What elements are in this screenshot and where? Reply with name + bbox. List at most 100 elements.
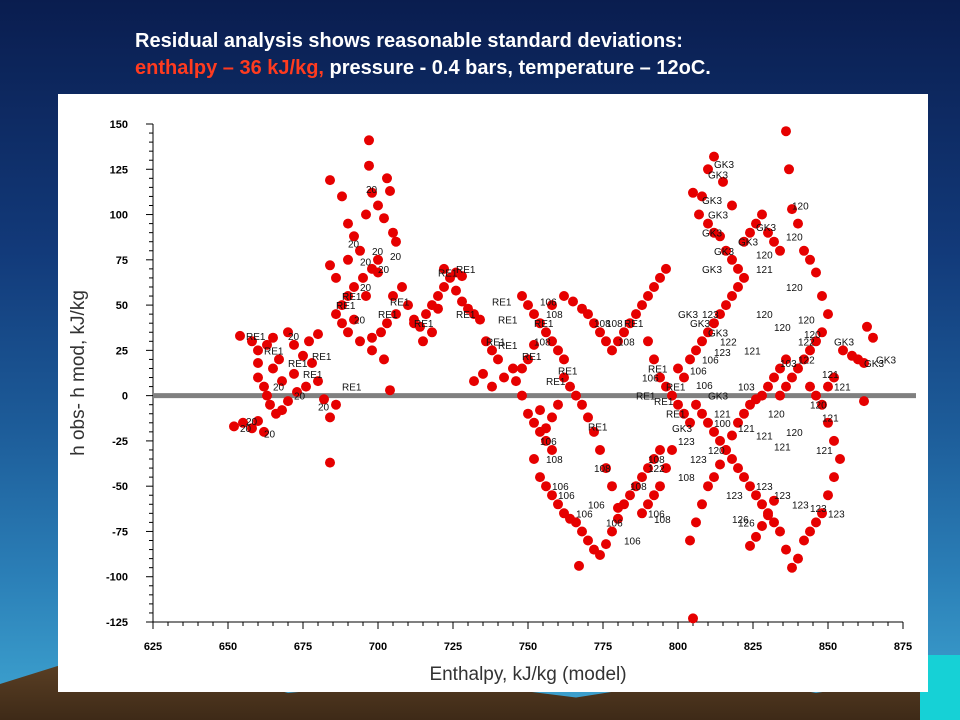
data-point	[253, 358, 263, 368]
data-point	[769, 517, 779, 528]
point-label: 108	[654, 515, 671, 526]
data-point	[358, 272, 368, 283]
point-label: 20	[372, 247, 384, 258]
data-point	[685, 417, 695, 428]
point-label: 103	[780, 359, 797, 370]
data-point	[325, 175, 335, 186]
point-label: 120	[798, 316, 815, 327]
data-point	[697, 499, 707, 510]
y-tick-label: 100	[110, 210, 128, 222]
data-point	[631, 481, 641, 492]
point-label: 121	[822, 413, 839, 424]
data-point	[331, 309, 341, 320]
y-axis-title: h obs- h mod, kJ/kg	[68, 290, 89, 456]
data-point	[637, 472, 647, 483]
point-label: GK3	[714, 247, 734, 258]
data-point	[805, 345, 815, 356]
data-point	[247, 336, 257, 347]
data-point	[694, 209, 704, 220]
data-point	[727, 254, 737, 265]
data-point	[574, 560, 584, 571]
data-point	[787, 372, 797, 383]
point-label: 120	[756, 310, 773, 321]
data-point	[367, 345, 377, 356]
y-tick-label: 50	[116, 300, 128, 312]
data-point	[757, 499, 767, 510]
point-label: 106	[588, 500, 605, 511]
data-point	[307, 358, 317, 368]
data-point	[292, 387, 302, 397]
point-label: RE1	[342, 383, 362, 394]
y-tick-label: 125	[110, 164, 128, 176]
data-point	[685, 535, 695, 546]
data-point	[595, 327, 605, 338]
data-point	[337, 191, 347, 202]
data-point	[745, 540, 755, 551]
data-point	[577, 526, 587, 537]
data-point	[697, 336, 707, 347]
point-label: 20	[354, 316, 366, 327]
data-point	[715, 459, 725, 470]
data-point	[325, 412, 335, 423]
point-label: 20	[246, 417, 258, 428]
axes-group: 150 125 100 75 50 25 0 -25 -50 -75 -100 -125 625 650 6…	[106, 119, 912, 653]
data-point	[565, 381, 575, 392]
data-point	[625, 490, 635, 501]
data-point	[331, 272, 341, 283]
data-point	[613, 336, 623, 347]
data-point	[643, 499, 653, 510]
point-label: RE1	[414, 319, 434, 330]
data-point	[703, 417, 713, 428]
data-point	[763, 510, 773, 521]
point-label: 120	[708, 446, 725, 457]
data-point	[535, 405, 545, 416]
y-tick-label: 0	[122, 391, 128, 403]
data-point	[277, 376, 287, 387]
scatter-chart: 150 125 100 75 50 25 0 -25 -50 -75 -100 -125 625 650 6…	[68, 119, 916, 685]
data-point	[577, 399, 587, 410]
data-point	[391, 236, 401, 247]
point-label: 106	[702, 355, 719, 366]
data-point	[862, 321, 872, 332]
point-label: 108	[648, 455, 665, 466]
data-point	[613, 513, 623, 524]
data-point	[559, 291, 569, 301]
data-point	[799, 245, 809, 256]
data-point	[733, 417, 743, 428]
point-label: 108	[546, 455, 563, 466]
data-point	[709, 318, 719, 329]
data-point	[541, 327, 551, 338]
point-label: RE1	[438, 269, 458, 280]
data-point	[787, 204, 797, 215]
data-point	[601, 539, 611, 550]
data-point	[868, 332, 878, 343]
data-point	[751, 218, 761, 229]
x-tick-label: 675	[294, 641, 312, 653]
data-point	[643, 291, 653, 301]
data-point	[829, 372, 839, 383]
x-axis-title: Enthalpy, kJ/kg (model)	[429, 664, 626, 685]
point-label: 106	[624, 537, 641, 548]
point-label: 20	[348, 240, 360, 251]
data-point	[709, 426, 719, 437]
data-point	[757, 209, 767, 220]
data-point	[751, 490, 761, 501]
point-label: 106	[690, 366, 707, 377]
point-label: RE1	[390, 298, 410, 309]
point-label: GK3	[738, 238, 758, 249]
data-point	[283, 396, 293, 407]
data-point	[529, 339, 539, 350]
data-point	[727, 430, 737, 441]
data-point	[799, 354, 809, 365]
point-label: GK3	[702, 229, 722, 240]
data-point	[418, 336, 428, 347]
data-point	[364, 135, 374, 146]
data-point	[637, 300, 647, 311]
data-point	[835, 454, 845, 464]
data-point	[268, 332, 278, 343]
x-tick-label: 875	[894, 641, 912, 653]
point-label: 106	[558, 491, 575, 502]
data-point	[313, 329, 323, 340]
point-label: 20	[294, 392, 306, 403]
point-label: 123	[810, 504, 827, 515]
